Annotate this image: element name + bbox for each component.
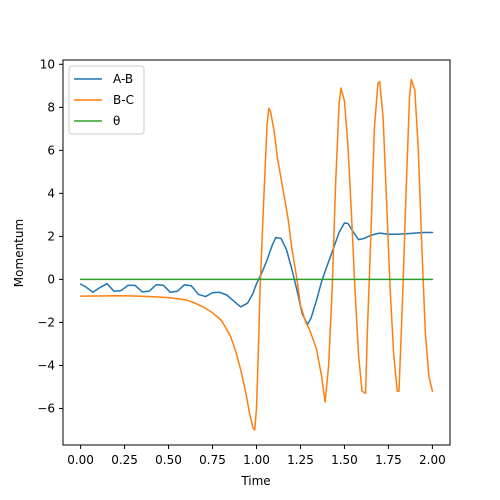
x-tick-label: 2.00 bbox=[419, 453, 446, 467]
x-axis-label: Time bbox=[240, 474, 270, 488]
y-tick-label: 2 bbox=[47, 229, 55, 243]
x-axis: 0.00 0.25 0.50 0.75 1.00 1.25 1.50 1.75 2.00 bbox=[67, 445, 446, 467]
y-tick-label: 4 bbox=[47, 186, 55, 200]
x-tick-label: 1.00 bbox=[243, 453, 270, 467]
y-tick-label: −6 bbox=[37, 401, 55, 415]
legend-box bbox=[68, 65, 145, 135]
series-line-1 bbox=[79, 78, 434, 431]
y-tick-label: −4 bbox=[37, 358, 55, 372]
x-tick-label: 0.75 bbox=[199, 453, 226, 467]
x-tick-label: 0.25 bbox=[111, 453, 138, 467]
x-tick-label: 1.75 bbox=[375, 453, 402, 467]
y-tick-label: 6 bbox=[47, 143, 55, 157]
legend: A-B B-C θ bbox=[68, 65, 145, 135]
series-line-0 bbox=[79, 222, 434, 326]
legend-label-2: θ bbox=[113, 114, 120, 128]
x-tick-label: 1.50 bbox=[331, 453, 358, 467]
series-lines bbox=[79, 78, 434, 431]
x-tick-label: 1.25 bbox=[287, 453, 314, 467]
legend-label-0: A-B bbox=[113, 72, 133, 86]
x-tick-label: 0.50 bbox=[155, 453, 182, 467]
legend-label-1: B-C bbox=[113, 93, 134, 107]
y-tick-label: 8 bbox=[47, 100, 55, 114]
y-axis: −6 −4 −2 0 2 4 6 8 10 bbox=[37, 57, 63, 415]
y-tick-label: 0 bbox=[47, 272, 55, 286]
y-tick-label: −2 bbox=[37, 315, 55, 329]
y-tick-label: 10 bbox=[40, 57, 55, 71]
x-tick-label: 0.00 bbox=[67, 453, 94, 467]
y-axis-label: Momentum bbox=[12, 219, 26, 287]
